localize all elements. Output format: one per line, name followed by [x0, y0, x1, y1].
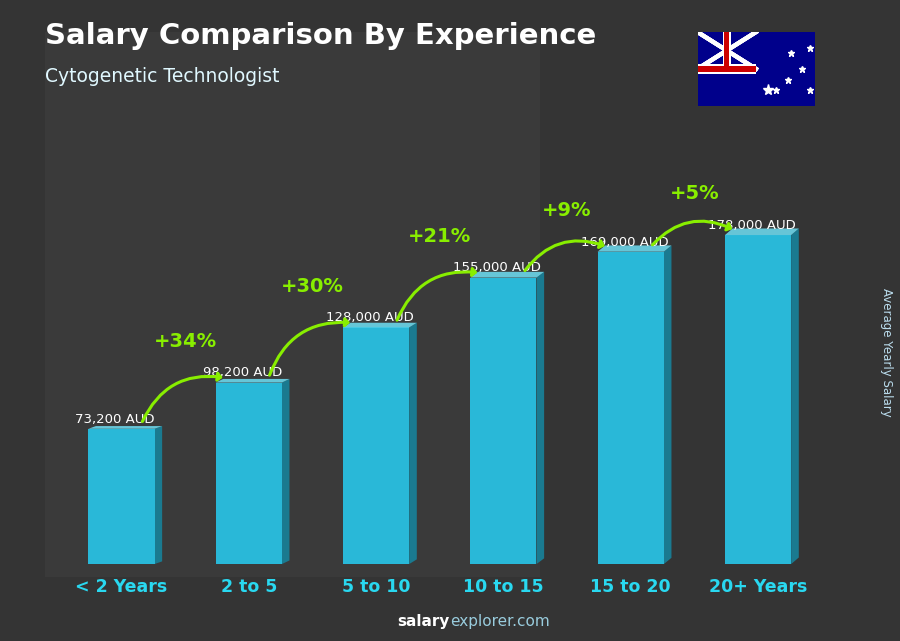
- Bar: [698, 66, 756, 72]
- Text: Average Yearly Salary: Average Yearly Salary: [880, 288, 893, 417]
- Text: Salary Comparison By Experience: Salary Comparison By Experience: [45, 22, 596, 51]
- FancyBboxPatch shape: [471, 278, 536, 564]
- Bar: [45, 32, 540, 577]
- Polygon shape: [598, 246, 671, 252]
- Text: 128,000 AUD: 128,000 AUD: [326, 312, 414, 324]
- Polygon shape: [664, 246, 671, 564]
- Polygon shape: [471, 272, 544, 278]
- Text: 169,000 AUD: 169,000 AUD: [580, 235, 668, 249]
- Polygon shape: [724, 228, 799, 235]
- Polygon shape: [343, 323, 417, 328]
- Polygon shape: [88, 426, 162, 429]
- Polygon shape: [791, 228, 799, 564]
- Polygon shape: [155, 426, 162, 564]
- Bar: [698, 63, 756, 74]
- Text: 73,200 AUD: 73,200 AUD: [76, 413, 155, 426]
- Polygon shape: [216, 379, 290, 383]
- Text: Cytogenetic Technologist: Cytogenetic Technologist: [45, 67, 280, 87]
- Polygon shape: [282, 379, 290, 564]
- Text: +9%: +9%: [543, 201, 592, 220]
- Text: explorer.com: explorer.com: [450, 615, 550, 629]
- Polygon shape: [410, 323, 417, 564]
- FancyBboxPatch shape: [598, 252, 664, 564]
- Polygon shape: [536, 272, 544, 564]
- FancyBboxPatch shape: [216, 383, 282, 564]
- FancyBboxPatch shape: [724, 235, 791, 564]
- Text: +21%: +21%: [408, 227, 472, 246]
- Bar: [724, 32, 729, 69]
- Bar: [723, 32, 731, 69]
- Text: +34%: +34%: [154, 332, 217, 351]
- FancyBboxPatch shape: [343, 328, 410, 564]
- Text: 98,200 AUD: 98,200 AUD: [202, 367, 282, 379]
- Text: 155,000 AUD: 155,000 AUD: [453, 262, 541, 274]
- Text: salary: salary: [398, 615, 450, 629]
- Text: +30%: +30%: [281, 277, 344, 296]
- Text: 178,000 AUD: 178,000 AUD: [707, 219, 796, 232]
- Text: +5%: +5%: [670, 184, 719, 203]
- FancyBboxPatch shape: [88, 429, 155, 564]
